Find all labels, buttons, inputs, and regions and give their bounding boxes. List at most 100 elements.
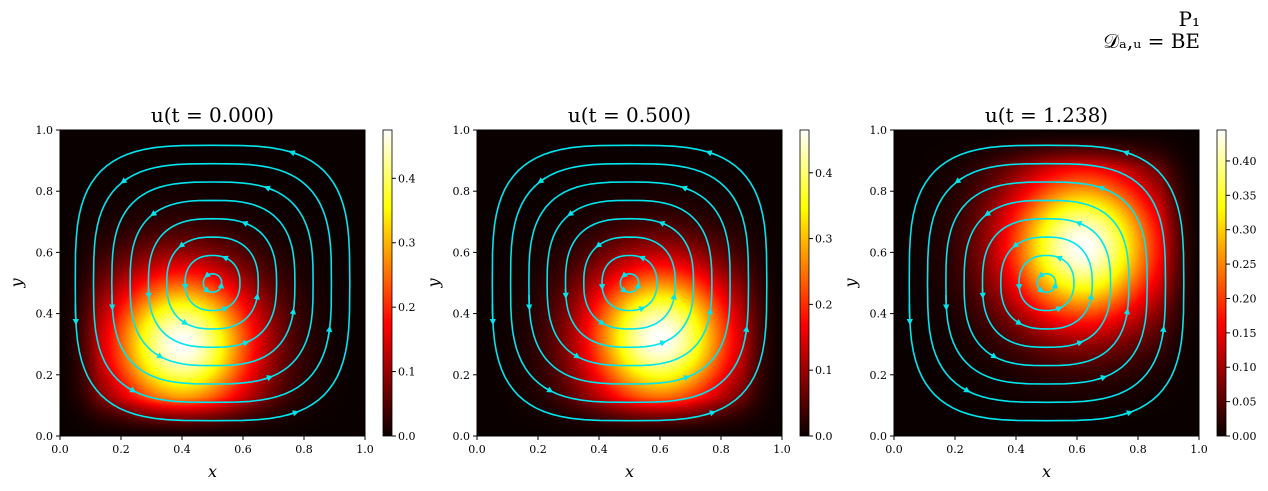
streamline-arrow [263,185,274,192]
colorbar-tick-label: 0.1 [398,366,416,379]
streamline [564,217,695,349]
x-tick-label: 1.0 [773,443,791,456]
streamline-arrow [706,307,713,318]
axes-frame [893,129,1200,437]
streamline-arrow [1012,241,1020,248]
streamline-arrow [489,303,496,326]
x-tick-label: 0.0 [468,443,486,456]
x-tick-label: 0.4 [590,443,608,456]
y-tick-label: 0.8 [453,185,471,198]
streamline-arrow [1075,340,1084,347]
streamline [908,144,1185,422]
streamline-arrow [287,410,300,417]
streamline-arrow [680,375,691,382]
streamline-arrow [263,375,274,382]
heatmap-image-1 [60,130,365,436]
y-tick-label: 0.6 [453,246,471,259]
colorbar [1216,129,1227,437]
streamline-arrow [989,352,998,359]
colorbar-tick-label: 0.35 [1232,189,1257,202]
streamline-arrow [984,209,992,217]
streamline-arrow [1055,306,1063,313]
streamline [945,181,1148,385]
colorbar-tick-label: 0.20 [1232,292,1257,305]
panel-2: 0.0 0.2 0.4 0.6 0.8 1.0 0.0 0.2 0.4 0.6 0.8 1.0 u(t … [424,103,833,481]
streamline-arrow [325,325,333,339]
streamline-arrow [1123,307,1130,318]
streamline [546,199,713,367]
x-tick-label: 0.6 [651,443,669,456]
streamline [147,217,278,349]
streamline [509,162,750,404]
y-tick-label: 0.4 [36,308,54,321]
streamline [619,273,640,293]
x-tick-label: 0.2 [112,443,130,456]
colorbar-tick-label: 0.2 [815,298,833,311]
y-tick-label: 1.0 [36,124,54,137]
x-tick-label: 0.6 [1068,443,1086,456]
colorbar-tick-label: 0.3 [815,233,833,246]
streamline-arrow [658,340,667,347]
streamline [981,217,1112,349]
x-tick-label: 1.0 [356,443,374,456]
streamline-arrow [742,325,750,339]
panel-1: 0.0 0.2 0.4 0.6 0.8 1.0 0.0 0.2 0.4 0.6 0.8 1.0 u(t … [7,103,416,481]
streamline-arrow [961,386,971,393]
x-tick-label: 0.4 [173,443,191,456]
x-tick-label: 0.8 [295,443,313,456]
axes-frame [59,129,366,437]
heatmap-image-3 [894,130,1199,436]
panel-title: u(t = 0.000) [151,103,274,127]
streamline-arrow [241,340,250,347]
streamline-arrow [621,271,629,278]
streamline [74,144,351,422]
colorbar-tick-label: 0.15 [1232,327,1257,340]
streamline-arrow [1055,255,1063,262]
y-axis-label: y [841,278,860,289]
streamline [926,162,1167,404]
streamline-arrow [1087,293,1094,301]
streamline-arrow [544,386,554,393]
y-tick-label: 0.2 [36,369,54,382]
streamline [165,236,260,330]
streamline-arrow [595,241,603,248]
streamline-arrow [1038,271,1046,278]
streamline-arrow [598,318,606,325]
streamline-arrow [1121,410,1134,417]
streamline [963,199,1130,367]
x-tick-label: 0.4 [1007,443,1025,456]
streamline-arrow [150,209,158,217]
suptitle-line-2: 𝒟ₐ,ᵤ = BE [1103,29,1200,53]
streamline-arrow [181,318,189,325]
streamline-arrow [288,150,301,157]
streamline-arrow [178,241,186,248]
streamline-arrow [704,410,717,417]
x-tick-label: 1.0 [1190,443,1208,456]
streamline [92,162,333,404]
colorbar-tick-label: 0.4 [815,167,833,180]
y-tick-label: 0.0 [36,430,54,443]
x-tick-label: 0.2 [946,443,964,456]
colorbar-tick-label: 0.00 [1232,430,1257,443]
heatmap-image-2 [477,130,782,436]
y-tick-label: 0.4 [870,308,888,321]
streamline [110,181,314,385]
streamline-arrow [127,386,137,393]
streamline-arrow [705,150,718,157]
y-tick-label: 0.6 [36,246,54,259]
streamline-arrow [221,306,229,313]
streamline-arrow [1159,325,1167,339]
colorbar-tick-label: 0.05 [1232,396,1257,409]
streamline-arrow [638,255,646,262]
streamline-arrow [670,293,677,301]
panel-3: 0.0 0.2 0.4 0.6 0.8 1.0 0.0 0.2 0.4 0.6 0.8 1.0 u(t … [841,103,1257,481]
y-axis-label: y [424,278,443,289]
streamline [999,236,1094,330]
streamline-arrow [221,255,229,262]
x-tick-label: 0.0 [51,443,69,456]
axes-frame [476,129,783,437]
y-axis-label: y [7,278,26,289]
streamline-arrow [1015,318,1023,325]
streamline-arrow [120,177,130,184]
y-tick-label: 0.0 [453,430,471,443]
